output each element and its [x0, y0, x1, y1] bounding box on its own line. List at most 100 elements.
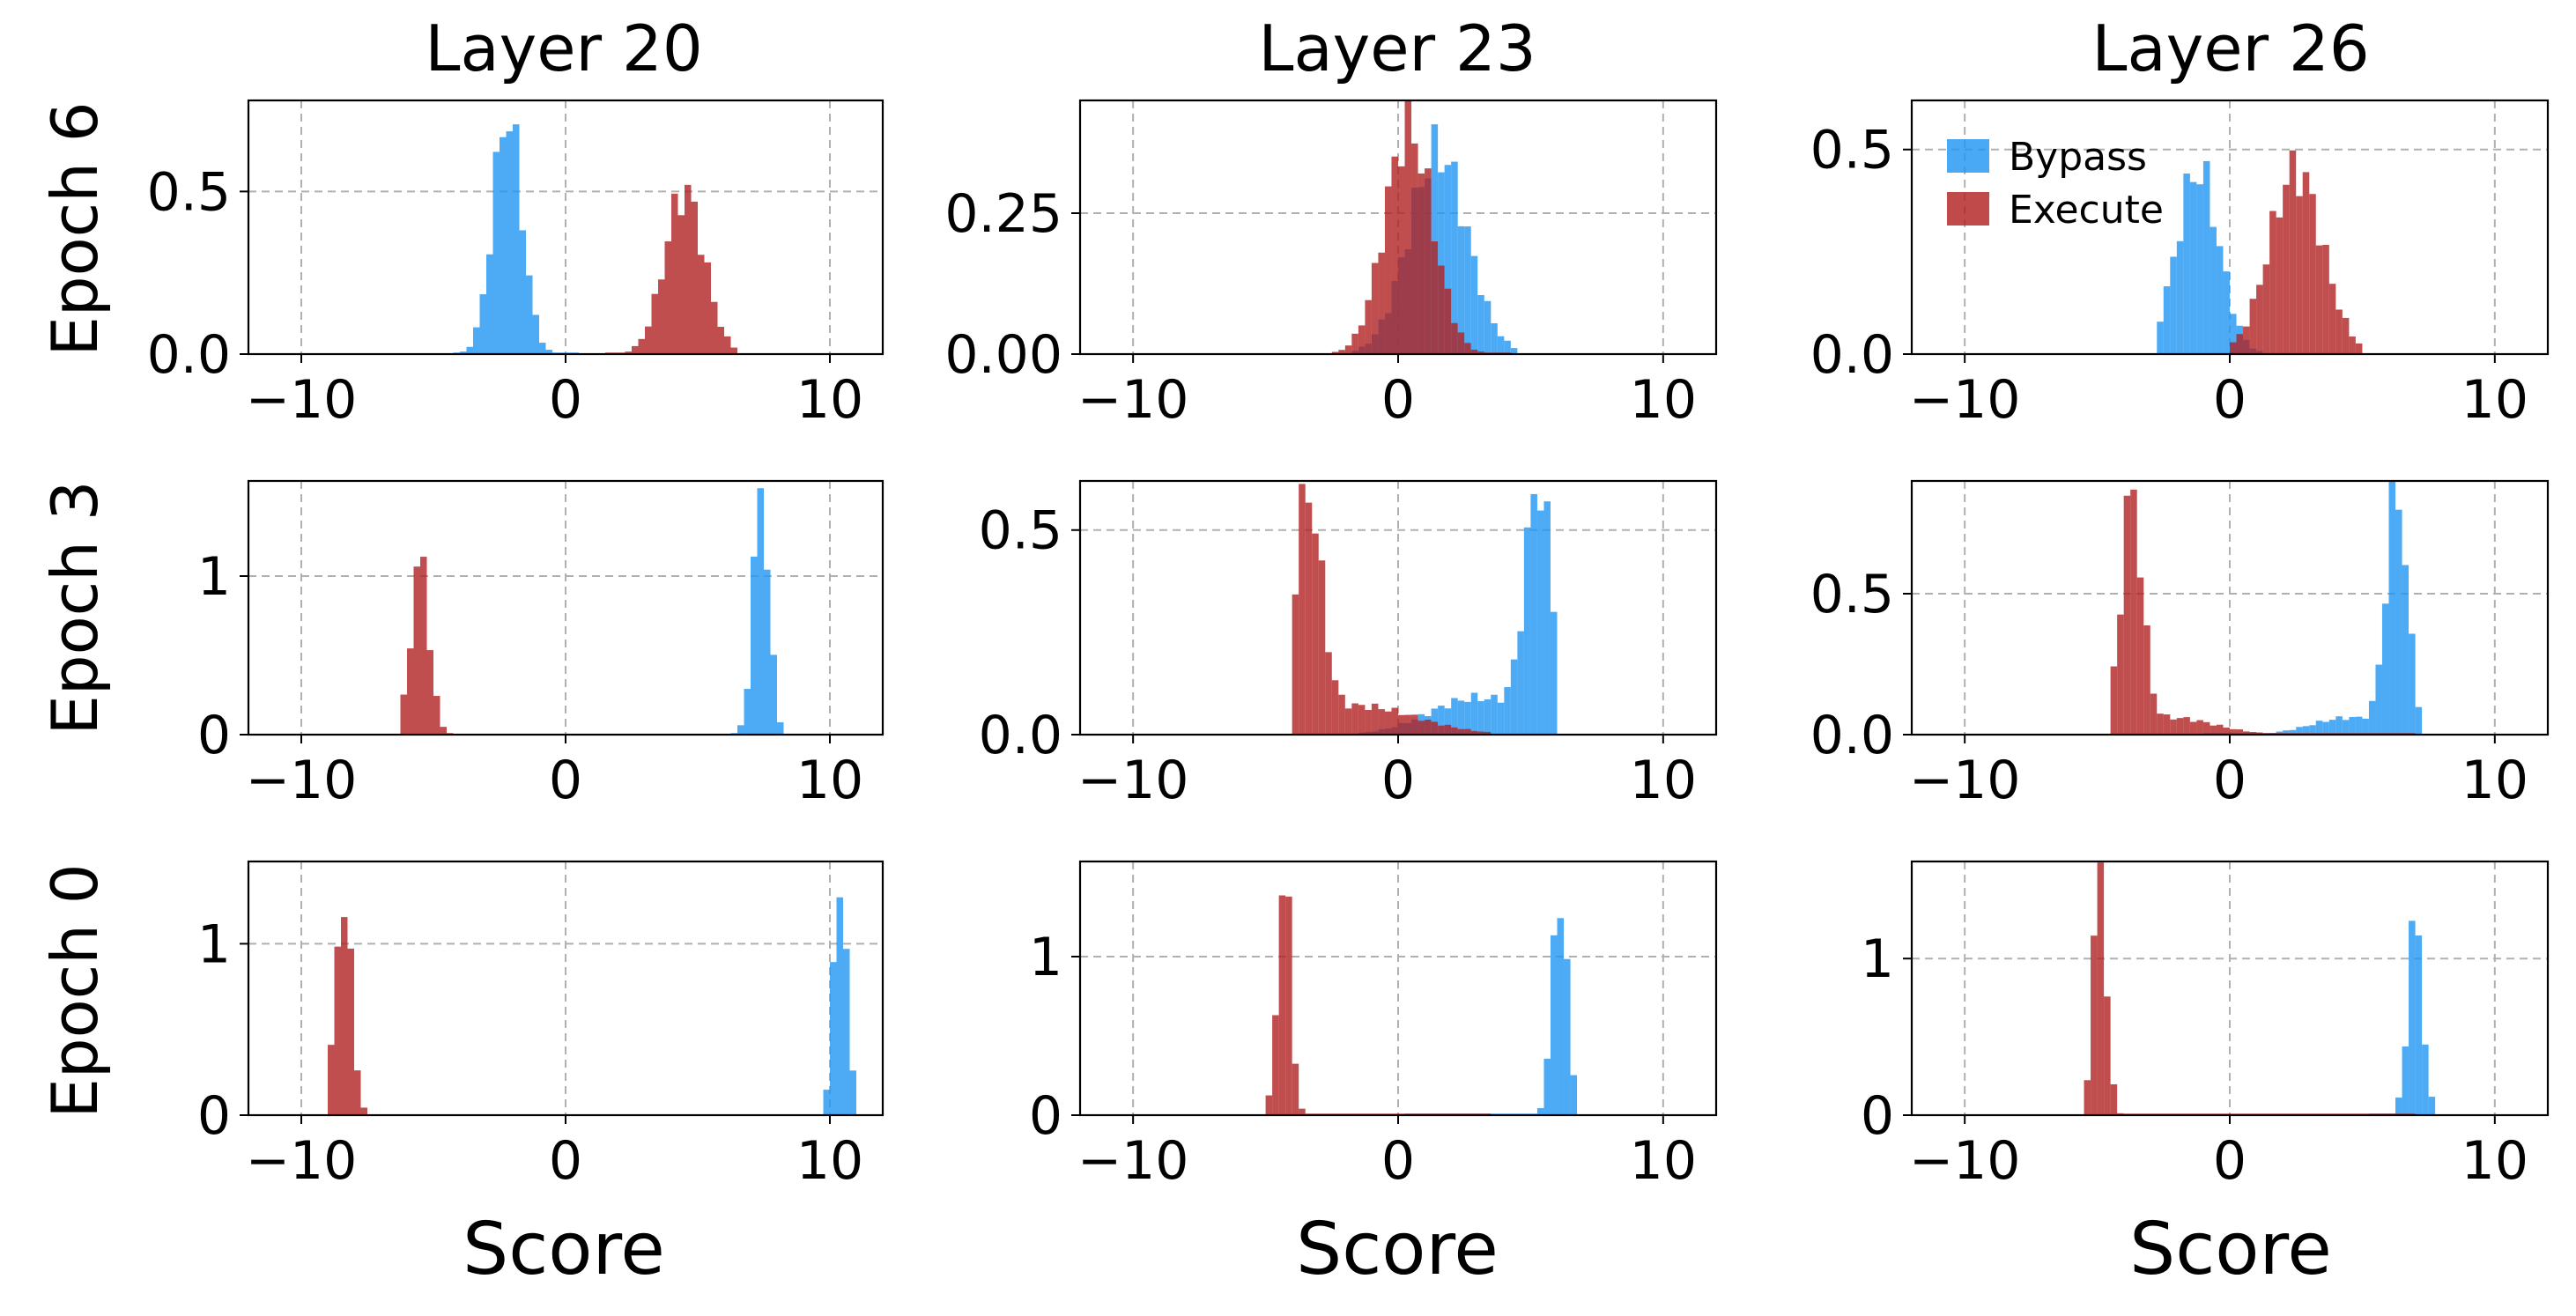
- row-label-epoch-0: Epoch 0: [38, 863, 112, 1118]
- x-tick-label: 10: [796, 1130, 863, 1192]
- histogram-bar: [2163, 285, 2171, 354]
- histogram-bar: [2322, 245, 2329, 354]
- histogram-bar: [1318, 560, 1326, 735]
- histogram-bar: [1497, 702, 1505, 735]
- histogram-bar: [440, 727, 447, 735]
- histogram-bar: [757, 488, 764, 735]
- y-tick-label: 1: [1861, 928, 1894, 990]
- histogram-bar: [2402, 1046, 2409, 1115]
- y-tick-label: 0.00: [944, 324, 1062, 386]
- histogram-bar: [426, 650, 433, 735]
- histogram-bar: [1491, 322, 1498, 354]
- histogram-bar: [2230, 342, 2237, 354]
- histogram-bar: [836, 897, 843, 1115]
- y-tick-label: 0.0: [1810, 705, 1894, 766]
- histogram-bar: [2415, 706, 2423, 735]
- histogram-bar: [1438, 725, 1445, 735]
- histogram-bar: [638, 338, 645, 354]
- histogram-bar: [2362, 718, 2369, 735]
- histogram-bar: [1371, 262, 1379, 354]
- histogram-bar: [413, 566, 420, 735]
- panel-epoch-3-layer-23: −10 0 10 0.0 0.5: [979, 479, 1718, 811]
- histogram-bar: [1358, 705, 1366, 735]
- y-tick-label: 0: [197, 705, 231, 766]
- histogram-bar: [1477, 731, 1484, 735]
- histogram-bar: [2395, 1098, 2402, 1115]
- x-tick-label: −10: [1077, 369, 1189, 431]
- histogram-bar: [770, 654, 777, 735]
- series-execute: [328, 917, 367, 1115]
- histogram-bar: [1464, 343, 1471, 354]
- histogram-bar: [1299, 484, 1306, 735]
- histogram-bar: [1470, 692, 1478, 735]
- histogram-bar: [500, 137, 507, 354]
- series-execute: [400, 557, 454, 735]
- y-tick-label: 1: [197, 546, 231, 608]
- histogram-bar: [1292, 1063, 1299, 1115]
- histogram-bar: [2335, 309, 2343, 354]
- histogram-bar: [2342, 317, 2350, 354]
- histogram-bar: [1331, 351, 1339, 354]
- histogram-bar: [737, 725, 744, 735]
- histogram-bar: [1285, 896, 1292, 1115]
- histogram-bar: [698, 255, 705, 354]
- histogram-bar: [2202, 721, 2210, 735]
- histogram-bar: [2196, 184, 2203, 354]
- histogram-bar: [2176, 240, 2184, 354]
- histogram-bar: [1564, 958, 1571, 1115]
- histogram-bar: [1444, 708, 1452, 735]
- histogram-bar: [2309, 194, 2316, 354]
- histogram-bar: [1431, 124, 1439, 354]
- histogram-bar: [1550, 935, 1558, 1115]
- histogram-bar: [1536, 510, 1544, 735]
- y-tick-label: 1: [1029, 927, 1062, 988]
- x-tick-label: 0: [549, 369, 582, 431]
- histogram-bar: [1438, 172, 1445, 354]
- series-bypass: [730, 488, 784, 735]
- histogram-bar: [2230, 314, 2237, 354]
- histogram-bar: [2183, 173, 2190, 354]
- histogram-bar: [2143, 625, 2150, 735]
- x-tick-label: 0: [549, 750, 582, 811]
- panel-epoch-3-layer-26: −10 0 10 0.0 0.5: [1810, 479, 2550, 811]
- histogram-bar: [2202, 160, 2210, 354]
- x-tick-label: 10: [1630, 750, 1697, 811]
- x-tick-label: −10: [1909, 1130, 2021, 1192]
- histogram-bar: [1470, 730, 1478, 735]
- histogram-bar: [1504, 687, 1511, 735]
- histogram-bar: [2328, 284, 2336, 354]
- histogram-bar: [2189, 181, 2197, 354]
- histogram-bar: [1391, 156, 1398, 354]
- y-tick-label: 0.5: [1810, 564, 1894, 625]
- histogram-bar: [2136, 577, 2144, 735]
- row-label-epoch-6: Epoch 6: [38, 101, 112, 356]
- x-axis-label-layer-26: Score: [2129, 1208, 2332, 1291]
- histogram-bar: [2157, 713, 2164, 735]
- histogram-bar: [2395, 509, 2402, 735]
- legend-label-execute: Execute: [2009, 188, 2164, 233]
- histogram-bar: [1425, 168, 1432, 354]
- histogram-bar: [2249, 732, 2257, 735]
- histogram-bar: [466, 346, 473, 354]
- histogram-bar: [347, 948, 354, 1115]
- histogram-bar: [2236, 729, 2244, 735]
- series-bypass: [1404, 918, 1578, 1115]
- histogram-bar: [730, 347, 737, 354]
- column-title-layer-26: Layer 26: [2091, 11, 2369, 85]
- histogram-bar: [1411, 143, 1418, 354]
- histogram-bar: [2409, 633, 2416, 735]
- histogram-bar: [1398, 166, 1405, 354]
- titles-group: Layer 20 Layer 23 Layer 26 Epoch 6 Epoch…: [38, 11, 2370, 1291]
- histogram-bar: [2223, 271, 2230, 354]
- histogram-bar: [1358, 325, 1366, 354]
- histogram-bar: [2091, 935, 2098, 1115]
- y-tick-label: 0.5: [979, 500, 1062, 562]
- histogram-bar: [1457, 728, 1465, 735]
- x-tick-label: 0: [549, 1130, 582, 1192]
- histogram-bar: [2296, 196, 2303, 354]
- histogram-bar: [492, 152, 500, 354]
- histogram-bar: [2163, 714, 2171, 735]
- histogram-bar: [545, 350, 552, 354]
